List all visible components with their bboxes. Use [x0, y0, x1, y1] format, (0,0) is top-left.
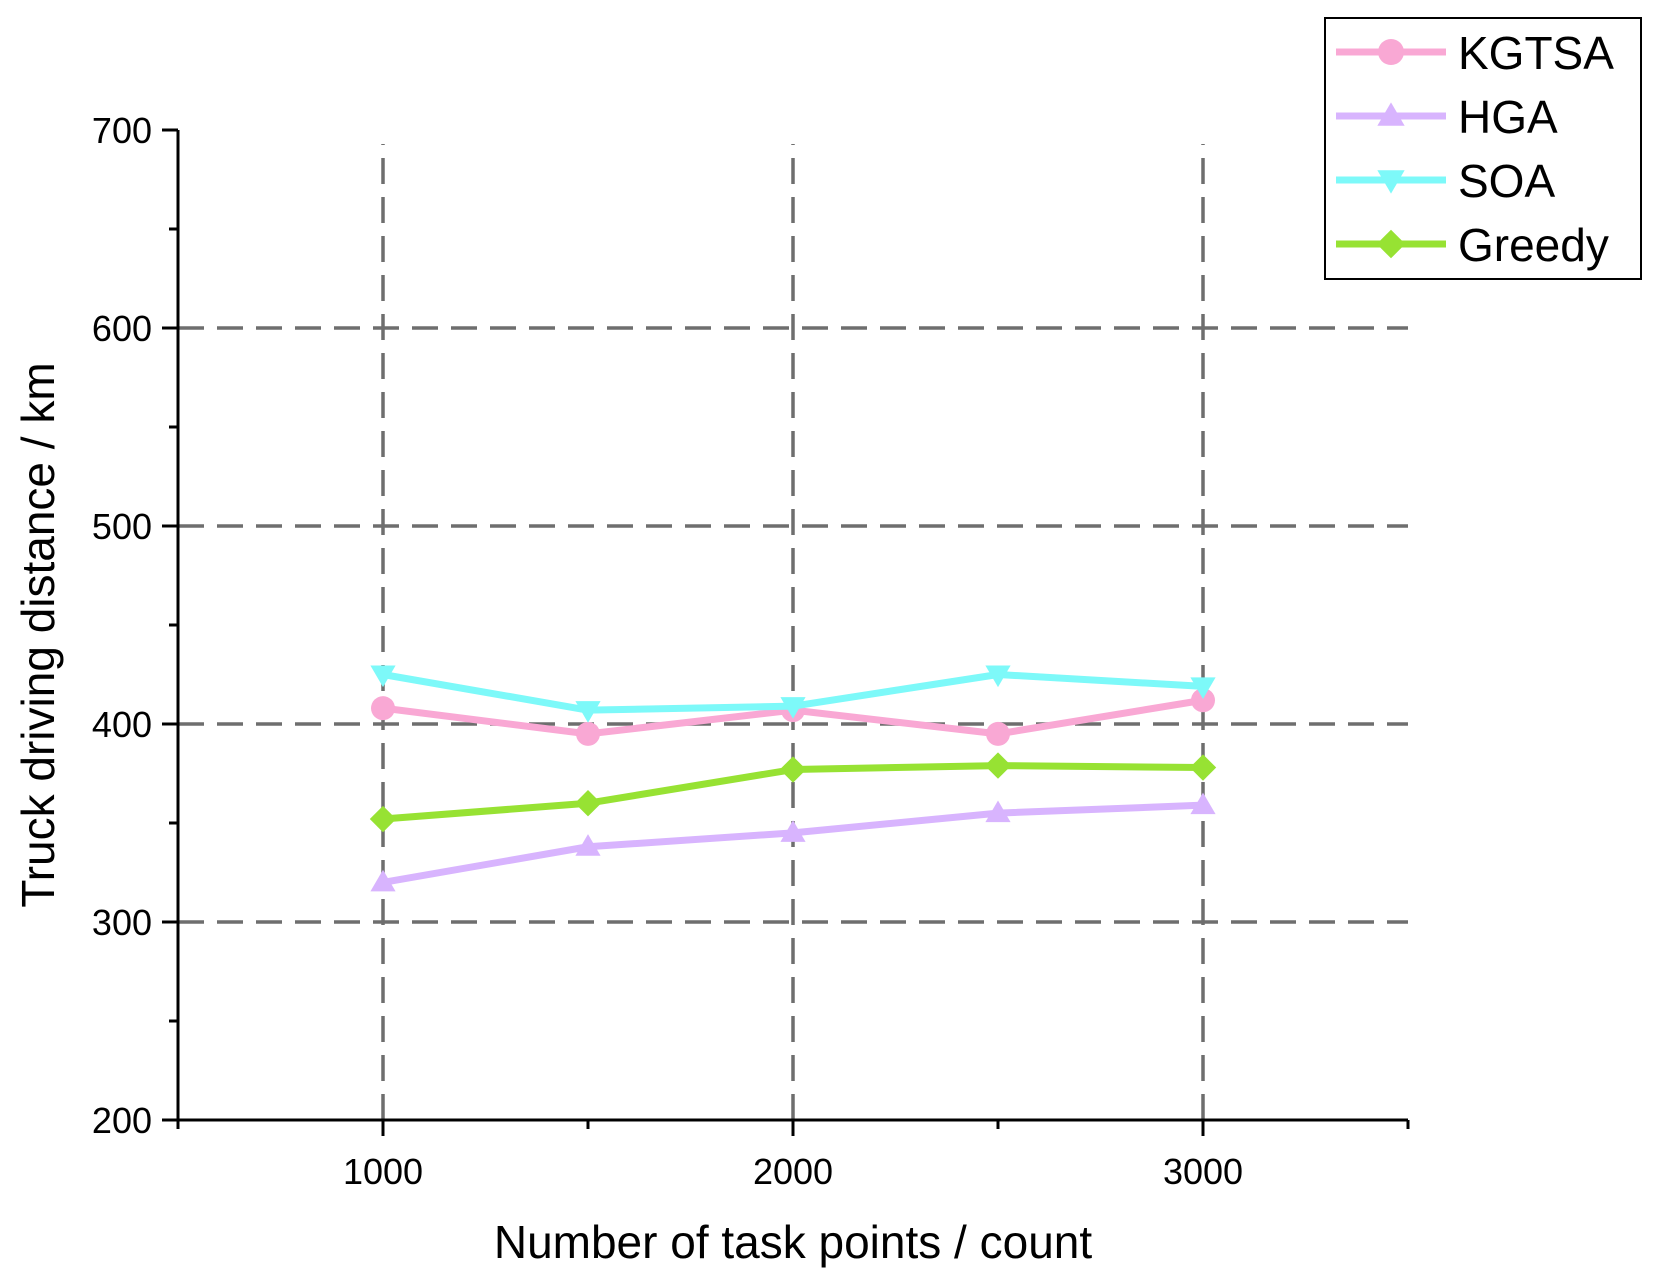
legend-label-soa: SOA: [1458, 155, 1555, 207]
data-point-hga-2000: [780, 820, 806, 842]
series-layer: [369, 665, 1217, 892]
data-point-greedy-1500: [574, 790, 602, 817]
y-tick-label-600: 600: [92, 308, 152, 349]
data-point-greedy-3000: [1189, 754, 1217, 781]
data-point-greedy-2000: [779, 756, 807, 783]
y-tick-label-200: 200: [92, 1100, 152, 1141]
x-tick-label-2000: 2000: [753, 1151, 833, 1192]
series-greedy: [369, 752, 1217, 833]
data-point-kgtsa-1000: [371, 696, 395, 721]
y-tick-label-300: 300: [92, 902, 152, 943]
data-point-hga-3000: [1190, 792, 1216, 815]
data-point-soa-1500: [575, 701, 601, 723]
data-point-greedy-2500: [984, 752, 1012, 779]
x-tick-label-3000: 3000: [1163, 1151, 1243, 1192]
data-point-greedy-1000: [369, 805, 397, 833]
legend-label-hga: HGA: [1458, 91, 1558, 143]
data-point-kgtsa-1500: [576, 721, 600, 746]
legend-label-kgtsa: KGTSA: [1458, 27, 1614, 79]
legend-marker-greedy: [1376, 229, 1406, 259]
data-point-hga-2500: [985, 800, 1011, 823]
data-point-soa-2000: [780, 697, 806, 719]
data-point-kgtsa-2500: [986, 721, 1010, 746]
data-point-hga-1500: [575, 834, 601, 856]
x-axis-title: Number of task points / count: [494, 1216, 1093, 1268]
data-point-soa-3000: [1190, 677, 1216, 699]
legend-marker-hga: [1377, 102, 1405, 126]
data-point-hga-1000: [370, 869, 396, 892]
y-tick-label-500: 500: [92, 506, 152, 547]
x-tick-label-1000: 1000: [343, 1151, 423, 1192]
data-point-soa-1000: [370, 665, 396, 688]
y-axis-title: Truck driving distance / km: [12, 362, 64, 907]
data-point-kgtsa-3000: [1191, 688, 1215, 713]
ticks: 200 300 400 500 600 700 1000 2000 3000: [92, 110, 1410, 1192]
legend-marker-soa: [1377, 170, 1405, 194]
y-tick-label-400: 400: [92, 704, 152, 745]
legend-box: [1324, 17, 1642, 280]
legend-label-greedy: Greedy: [1458, 219, 1609, 271]
series-soa: [370, 665, 1216, 723]
y-tick-label-700: 700: [92, 110, 152, 151]
legend: KGTSA HGA SOA Greedy: [1324, 17, 1642, 280]
data-point-soa-2500: [985, 665, 1011, 688]
grid: [178, 144, 1408, 1120]
series-hga: [370, 792, 1216, 892]
legend-marker-kgtsa: [1378, 39, 1404, 65]
